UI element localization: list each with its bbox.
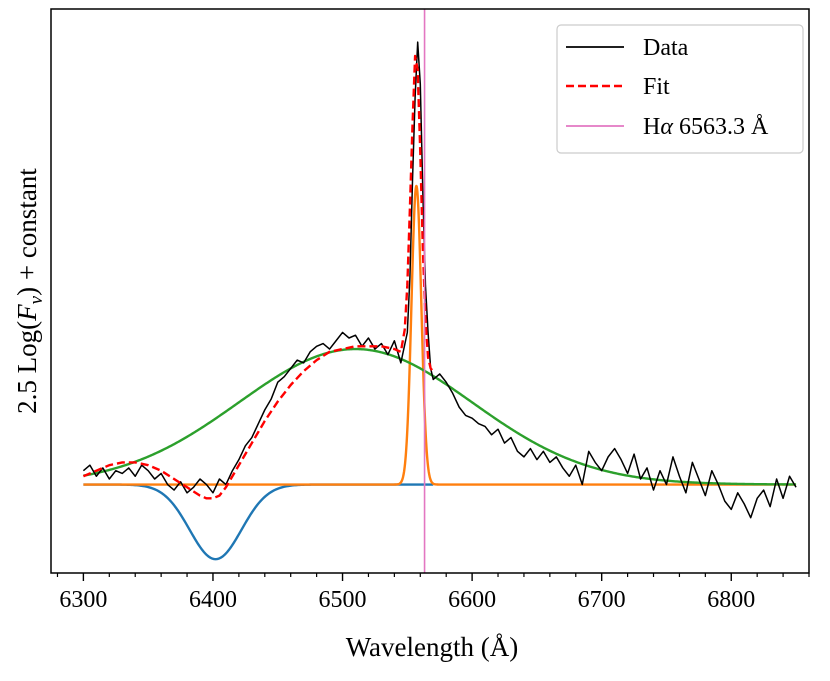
fit-line xyxy=(82,54,435,500)
x-tick-label: 6800 xyxy=(707,587,755,613)
legend-box xyxy=(556,24,804,154)
legend-label-data: Data xyxy=(643,35,689,61)
plot-data-layer xyxy=(82,9,797,573)
x-tick-label: 6500 xyxy=(319,587,367,613)
x-axis-label: Wavelength (Å) xyxy=(346,632,519,662)
y-axis-label: 2.5 Log(Fν) + constant xyxy=(12,168,47,414)
component-line-3 xyxy=(83,347,797,486)
x-tick-label: 6400 xyxy=(189,587,237,613)
x-axis-ticks: 6300 6400 6500 6600 6700 6800 xyxy=(56,573,810,613)
data-line xyxy=(82,41,797,519)
plot-frame xyxy=(50,8,810,574)
legend-label-fit: Fit xyxy=(643,74,670,100)
legend-label-halpha: Hα 6563.3 Å xyxy=(643,114,769,140)
x-tick-label: 6600 xyxy=(448,587,496,613)
x-tick-label: 6300 xyxy=(59,587,107,613)
legend: Data Fit Hα 6563.3 Å xyxy=(556,24,804,154)
component-line-2 xyxy=(82,184,797,486)
x-tick-label: 6700 xyxy=(578,587,626,613)
